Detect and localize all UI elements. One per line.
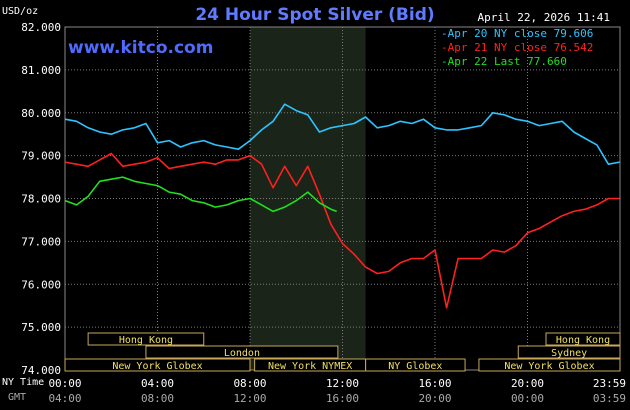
x-tick-label-ny: 12:00	[326, 377, 359, 390]
y-tick-label: 77.000	[21, 235, 61, 248]
y-tick-label: 78.000	[21, 193, 61, 206]
series-line-3	[64, 176, 337, 213]
y-tick-label: 76.000	[21, 278, 61, 291]
x-tick-label-ny: 23:59	[593, 377, 626, 390]
session-bar	[478, 358, 621, 372]
legend-entry: -Apr 21 NY close 76.542	[441, 41, 594, 54]
legend: -Apr 20 NY close 79.606 -Apr 21 NY close …	[441, 27, 593, 69]
session-label: London	[224, 348, 260, 359]
session-label: Hong Kong	[556, 335, 610, 346]
x-tick-label-gmt: 20:00	[418, 392, 451, 405]
session-label: New York NYMEX	[268, 361, 352, 372]
ny-time-label: NY Time	[2, 377, 45, 388]
x-tick-label-gmt: 04:00	[48, 392, 81, 405]
session-bar	[64, 358, 251, 372]
session-bar	[365, 358, 466, 372]
session-bar	[517, 345, 621, 359]
x-tick-label-ny: 00:00	[48, 377, 81, 390]
x-tick-label-gmt: 00:00	[511, 392, 544, 405]
x-tick-label-gmt: 08:00	[141, 392, 174, 405]
y-tick-label: 82.000	[21, 21, 61, 34]
series-line-1	[64, 103, 620, 165]
series-line-2	[64, 152, 620, 309]
session-bar	[87, 332, 205, 346]
x-tick-label-ny: 16:00	[418, 377, 451, 390]
x-tick-label-gmt: 16:00	[326, 392, 359, 405]
nymex-shade	[250, 27, 366, 370]
legend-entry: -Apr 20 NY close 79.606	[441, 27, 594, 40]
x-tick-label-gmt: 03:59	[593, 392, 626, 405]
legend-entry: -Apr 22 Last 77.660	[441, 55, 567, 68]
session-label: New York Globex	[504, 361, 594, 372]
x-tick-label-ny: 04:00	[141, 377, 174, 390]
session-label: New York Globex	[112, 361, 202, 372]
x-tick-label-ny: 20:00	[511, 377, 544, 390]
y-tick-label: 79.000	[21, 150, 61, 163]
x-tick-label-ny: 08:00	[233, 377, 266, 390]
y-tick-label: 80.000	[21, 107, 61, 120]
y-tick-label: 81.000	[21, 64, 61, 77]
chart-title: 24 Hour Spot Silver (Bid)	[195, 5, 435, 25]
session-label: Sydney	[551, 348, 587, 359]
session-bar	[145, 345, 339, 359]
timestamp: April 22, 2026 11:41	[477, 11, 610, 24]
y-axis-unit: USD/oz	[2, 6, 39, 17]
watermark-link[interactable]: www.kitco.com	[68, 38, 214, 58]
x-tick-label-gmt: 12:00	[233, 392, 266, 405]
session-label: Hong Kong	[119, 335, 173, 346]
session-label: NY Globex	[388, 361, 442, 372]
gmt-label: GMT	[8, 392, 27, 403]
y-tick-label: 75.000	[21, 321, 61, 334]
session-bar	[545, 332, 621, 346]
y-tick-label: 74.000	[21, 364, 61, 377]
